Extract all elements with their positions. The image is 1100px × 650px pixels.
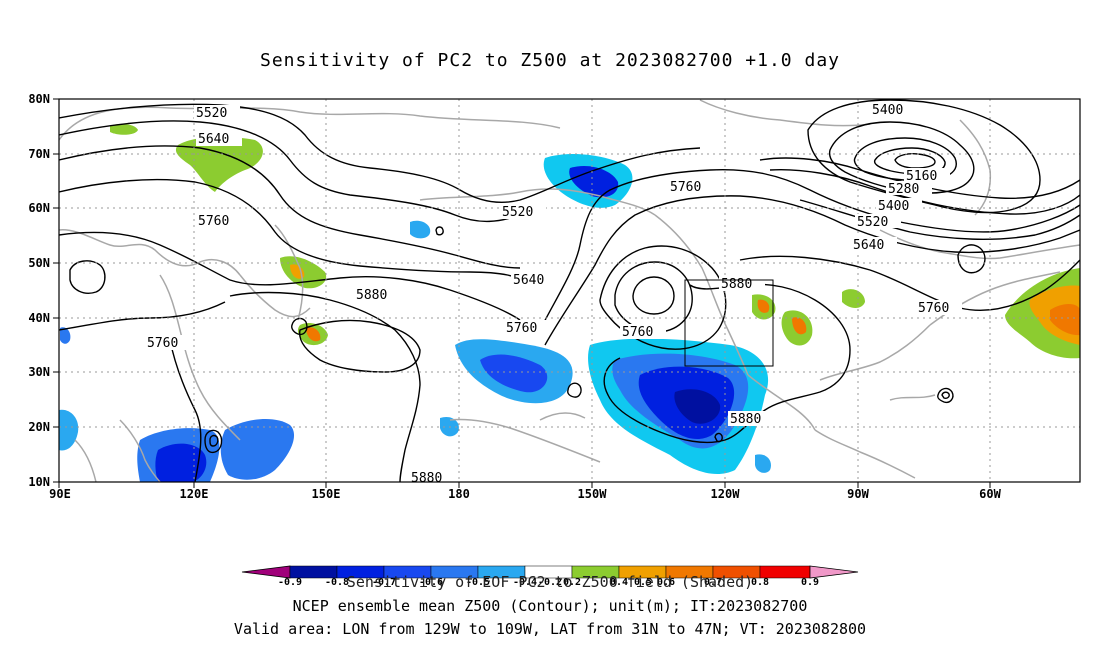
colorbar-tick-label: -0.8 — [324, 577, 350, 588]
colorbar-cap-right — [809, 565, 859, 579]
contour-label: 5640 — [198, 132, 229, 147]
lat-label: 40N — [28, 311, 50, 325]
lat-label: 60N — [28, 201, 50, 215]
lon-label: 150E — [311, 487, 341, 501]
colorbar-tick-label: 0.9 — [800, 577, 820, 588]
lon-label: 90E — [49, 487, 71, 501]
caption-contour: NCEP ensemble mean Z500 (Contour); unit(… — [292, 597, 808, 615]
contour-label: 5880 — [730, 412, 761, 427]
lon-label: 90W — [847, 487, 869, 501]
colorbar-tick-label: -0.4 — [512, 577, 538, 588]
contour-label: 5520 — [502, 205, 533, 220]
positive-sensitivity-shading — [110, 123, 1080, 359]
lat-label: 50N — [28, 256, 50, 270]
colorbar-tick-label: 0.7 — [703, 577, 723, 588]
lat-lon-grid — [59, 99, 1080, 482]
contour-label: 5400 — [878, 199, 909, 214]
lon-label: 180 — [448, 487, 470, 501]
lat-label: 80N — [28, 92, 50, 106]
contour-label: 5400 — [872, 103, 903, 118]
contour-label: 5640 — [853, 238, 884, 253]
colorbar-tick-label: 0.2 — [562, 577, 582, 588]
lon-label: 120E — [179, 487, 209, 501]
map-frame — [58, 98, 1081, 483]
valid-area-box — [684, 279, 774, 367]
caption-valid-area: Valid area: LON from 129W to 109W, LAT f… — [233, 620, 867, 638]
contour-label: 5280 — [888, 182, 919, 197]
contour-label: 5760 — [670, 180, 701, 195]
lat-label: 20N — [28, 420, 50, 434]
contour-label: 5640 — [513, 273, 544, 288]
contour-label: 5160 — [906, 169, 937, 184]
colorbar-tick-label: -0.7 — [371, 577, 397, 588]
axis-ticks — [53, 98, 991, 488]
lon-label: 120W — [710, 487, 740, 501]
lon-label: 150W — [577, 487, 607, 501]
caption-shading: Sensitivity of EOF PC2 to Z500 field (Sh… — [346, 573, 754, 591]
colorbar — [241, 565, 859, 579]
contour-label: 5760 — [147, 336, 178, 351]
colorbar-tick-label: 0.4 — [609, 577, 629, 588]
map-title: Sensitivity of PC2 to Z500 at 2023082700… — [259, 50, 840, 71]
lat-label: 30N — [28, 365, 50, 379]
contour-label: 5520 — [196, 106, 227, 121]
colorbar-tick-label: -0.6 — [418, 577, 444, 588]
contour-label: 5880 — [356, 288, 387, 303]
contour-label: 5880 — [721, 277, 752, 292]
colorbar-tick-label: 0.6 — [656, 577, 676, 588]
contour-label: 5760 — [918, 301, 949, 316]
colorbar-tick-label: -0.2 — [537, 577, 563, 588]
lat-label: 10N — [28, 475, 50, 489]
contour-labels: 5520 5640 5760 5400 5160 5280 5400 5520 … — [145, 102, 962, 486]
colorbar-tick-label: 0.8 — [750, 577, 770, 588]
contour-label: 5760 — [506, 321, 537, 336]
colorbar-tick-label: -0.9 — [277, 577, 303, 588]
contour-label: 5520 — [857, 215, 888, 230]
lon-label: 60W — [979, 487, 1001, 501]
colorbar-tick-label: 0.5 — [633, 577, 653, 588]
contour-label: 5880 — [411, 471, 442, 486]
contour-label: 5760 — [198, 214, 229, 229]
contour-label: 5760 — [622, 325, 653, 340]
colorbar-tick-label: -0.5 — [465, 577, 491, 588]
lat-label: 70N — [28, 147, 50, 161]
